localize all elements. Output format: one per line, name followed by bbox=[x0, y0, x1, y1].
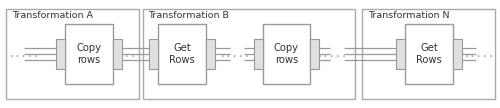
FancyBboxPatch shape bbox=[56, 39, 65, 69]
FancyBboxPatch shape bbox=[149, 39, 158, 69]
FancyBboxPatch shape bbox=[310, 39, 320, 69]
FancyBboxPatch shape bbox=[405, 24, 453, 84]
Text: Transformation N: Transformation N bbox=[368, 11, 450, 20]
Text: .....: ..... bbox=[106, 49, 137, 59]
FancyBboxPatch shape bbox=[6, 9, 138, 99]
Text: .....: ..... bbox=[220, 49, 250, 59]
Text: .....: ..... bbox=[8, 49, 40, 59]
FancyBboxPatch shape bbox=[142, 9, 354, 99]
Text: Get
Rows: Get Rows bbox=[416, 43, 442, 65]
FancyBboxPatch shape bbox=[263, 24, 310, 84]
FancyBboxPatch shape bbox=[453, 39, 462, 69]
Text: Transformation A: Transformation A bbox=[12, 11, 93, 20]
FancyBboxPatch shape bbox=[396, 39, 405, 69]
FancyBboxPatch shape bbox=[113, 39, 122, 69]
FancyBboxPatch shape bbox=[254, 39, 263, 69]
Text: .....: ..... bbox=[317, 49, 348, 59]
Text: Transformation B: Transformation B bbox=[148, 11, 230, 20]
FancyBboxPatch shape bbox=[65, 24, 113, 84]
FancyBboxPatch shape bbox=[158, 24, 206, 84]
Text: Get
Rows: Get Rows bbox=[169, 43, 195, 65]
Text: .....: ..... bbox=[464, 49, 494, 59]
FancyBboxPatch shape bbox=[206, 39, 215, 69]
Text: Copy
rows: Copy rows bbox=[76, 43, 102, 65]
FancyBboxPatch shape bbox=[362, 9, 494, 99]
Text: Copy
rows: Copy rows bbox=[274, 43, 299, 65]
